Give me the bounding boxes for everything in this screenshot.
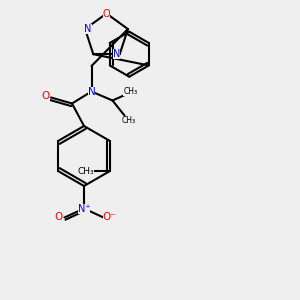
Text: O: O <box>103 8 110 19</box>
Text: N: N <box>84 24 92 34</box>
Text: O: O <box>54 212 63 223</box>
Text: O: O <box>41 91 50 101</box>
Text: N: N <box>113 49 120 59</box>
Text: O⁻: O⁻ <box>103 212 116 223</box>
Text: CH₃: CH₃ <box>77 167 94 176</box>
Text: CH₃: CH₃ <box>122 116 136 124</box>
Text: N⁺: N⁺ <box>78 203 90 214</box>
Text: CH₃: CH₃ <box>123 87 138 96</box>
Text: N: N <box>88 86 95 97</box>
